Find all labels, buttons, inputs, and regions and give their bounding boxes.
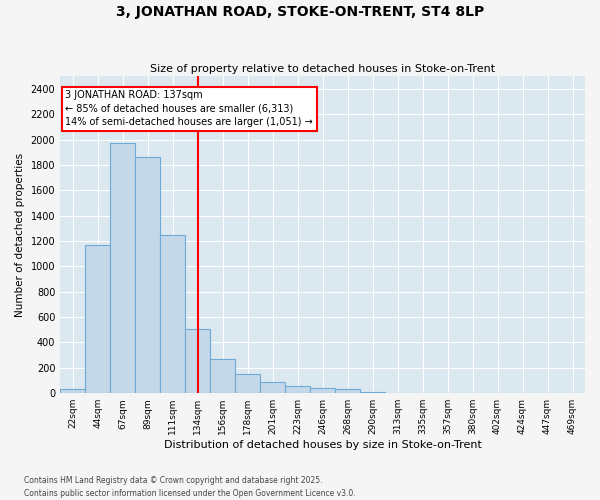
Bar: [335, 390, 360, 393]
Bar: [160, 234, 185, 393]
Text: Contains HM Land Registry data © Crown copyright and database right 2025.
Contai: Contains HM Land Registry data © Crown c…: [24, 476, 356, 498]
X-axis label: Distribution of detached houses by size in Stoke-on-Trent: Distribution of detached houses by size …: [164, 440, 482, 450]
Text: 3, JONATHAN ROAD, STOKE-ON-TRENT, ST4 8LP: 3, JONATHAN ROAD, STOKE-ON-TRENT, ST4 8L…: [116, 5, 484, 19]
Text: 3 JONATHAN ROAD: 137sqm
← 85% of detached houses are smaller (6,313)
14% of semi: 3 JONATHAN ROAD: 137sqm ← 85% of detache…: [65, 90, 313, 127]
Bar: [185, 328, 210, 393]
Bar: [135, 158, 160, 393]
Bar: [285, 386, 310, 393]
Bar: [260, 382, 285, 393]
Bar: [360, 392, 385, 393]
Y-axis label: Number of detached properties: Number of detached properties: [15, 152, 25, 317]
Bar: [385, 392, 410, 393]
Bar: [60, 390, 85, 393]
Bar: [235, 374, 260, 393]
Bar: [210, 359, 235, 393]
Bar: [310, 388, 335, 393]
Title: Size of property relative to detached houses in Stoke-on-Trent: Size of property relative to detached ho…: [150, 64, 495, 74]
Bar: [110, 144, 135, 393]
Bar: [85, 245, 110, 393]
